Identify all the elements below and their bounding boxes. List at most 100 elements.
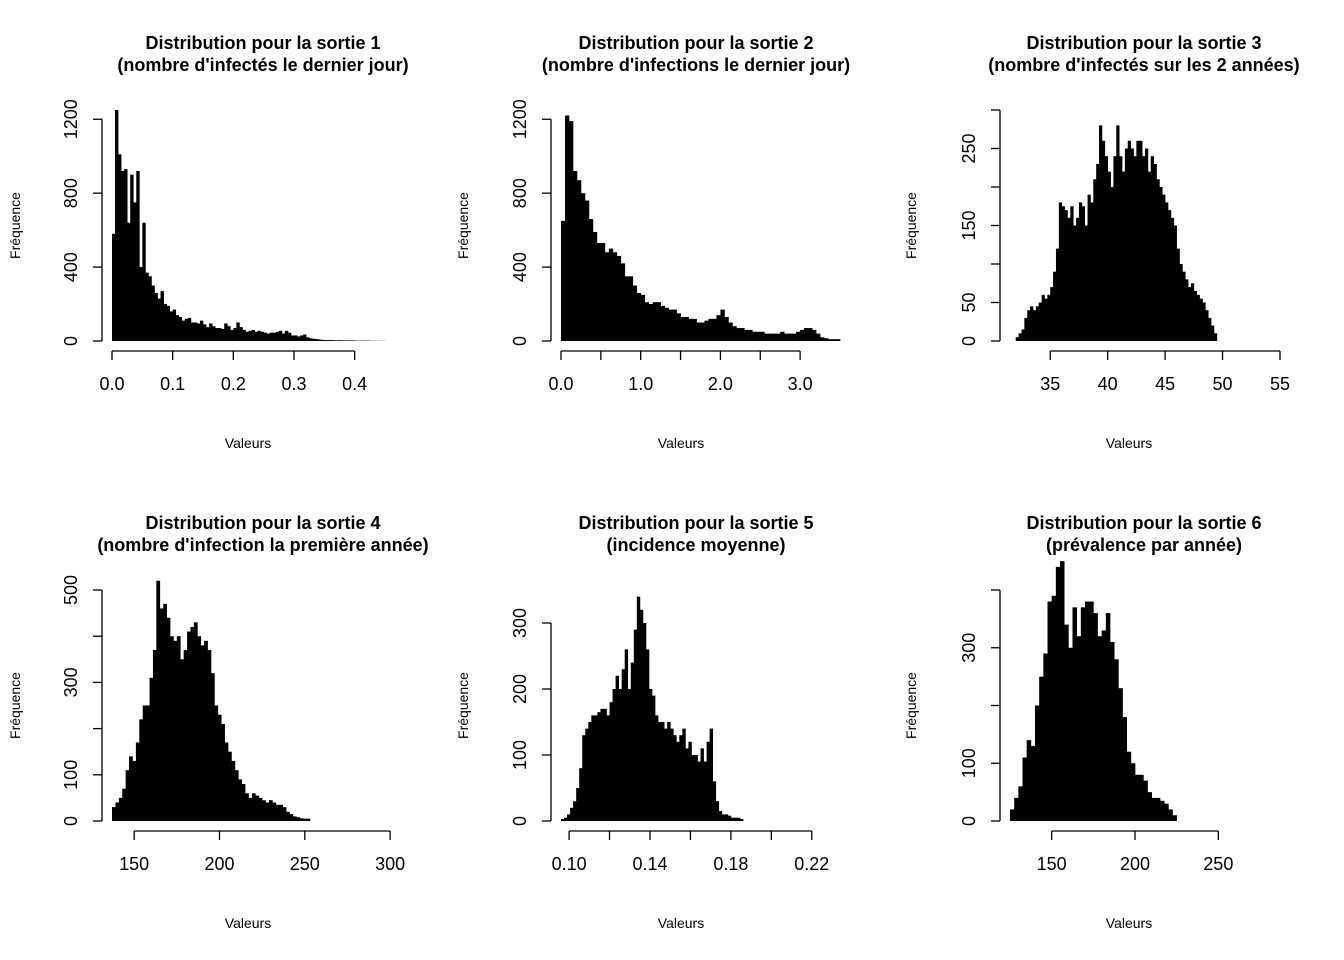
histogram-bar [1196,294,1200,341]
histogram-bars [1010,561,1178,822]
histogram-bar [621,669,626,821]
histogram-bar [612,689,616,821]
histogram-bar [1014,797,1019,821]
histogram-bar [724,814,729,821]
histogram-bar [228,751,232,821]
histogram-bar [286,811,290,821]
histogram-bar [816,333,821,341]
histogram-bar [1110,187,1114,341]
histogram-bar [1022,757,1028,821]
histogram-bar [200,645,205,821]
chart-panel-4: Distribution pour la sortie 4(nombre d'i… [7,513,429,931]
histogram-bar [1096,163,1100,341]
histogram-bar [568,121,574,341]
histogram-bar [209,323,213,341]
histogram-bar [661,722,665,821]
histogram-bar [207,650,212,821]
histogram-bar [210,673,215,821]
histogram-bar [336,340,340,341]
histogram-bar [1104,156,1109,341]
histogram-bar [297,336,301,341]
histogram-bar [1058,202,1063,341]
histogram-bar [756,331,761,341]
x-tick-label: 0.4 [342,374,367,394]
histogram-bar [1188,287,1192,341]
histogram-bar [592,231,598,341]
chart-subtitle: (nombre d'infections le dernier jour) [542,55,850,75]
histogram-bar [1142,156,1146,341]
histogram-bar [1107,171,1111,341]
histogram-bar [1085,601,1090,821]
histogram-bar [1070,206,1074,341]
histogram-bar [1176,248,1180,341]
histogram-bar [236,322,240,341]
histogram-bar [1061,206,1065,341]
x-tick-label: 0.14 [632,854,667,874]
histogram-bar [644,302,650,341]
histogram-bar [130,174,134,341]
histogram-bar [1130,763,1136,821]
histogram-bar [792,333,797,341]
histogram-bar [339,340,343,341]
histogram-bar [796,331,801,341]
histogram-bar [832,339,837,341]
chart-title: Distribution pour la sortie 1 [145,33,380,53]
histogram-bar [1093,179,1097,341]
x-tick-label: 0.18 [713,854,748,874]
histogram-bar [1078,202,1083,341]
chart-title: Distribution pour la sortie 3 [1026,33,1261,53]
histogram-bar [1035,306,1040,341]
histogram-bar [187,317,192,341]
histogram-bar [1168,809,1173,821]
histogram-bar [1051,595,1057,821]
histogram-bar [636,596,641,821]
histogram-bar [608,248,614,341]
x-tick-label: 40 [1098,374,1118,394]
x-tick-label: 3.0 [788,374,813,394]
histogram-bar [561,819,565,821]
histogram-bar [1190,283,1195,341]
histogram-bar [668,309,673,341]
histogram-bar [1038,302,1042,341]
chart-subtitle: (incidence moyenne) [606,535,785,555]
histogram-bar [1081,206,1086,341]
chart-title: Distribution pour la sortie 4 [145,513,380,533]
x-axis-label: Valeurs [1106,435,1152,451]
histogram-bar [166,617,171,821]
histogram-bar [1087,194,1091,341]
histogram-bar [636,292,642,341]
histogram-bar [564,817,568,821]
histogram-bar [1068,647,1073,821]
histogram-bar [655,715,659,821]
histogram-bar [193,322,198,341]
histogram-bar [740,328,745,341]
histogram-bar [327,340,331,341]
histogram-bar [585,728,589,821]
histogram-bar [1122,717,1128,821]
chart-panel-5: Distribution pour la sortie 5(incidence … [455,513,829,931]
histogram-bar [732,326,737,341]
histogram-bar [567,814,571,821]
histogram-bar [238,779,243,821]
histogram-bar [148,276,152,341]
histogram-bar [154,292,158,341]
histogram-bar [1139,774,1144,821]
histogram-bar [163,603,167,821]
histogram-bar [591,715,595,821]
histogram-bar [176,636,181,821]
histogram-bar [251,329,255,341]
histogram-bar [132,760,137,821]
histogram-bar [1047,601,1053,821]
histogram-bar [648,304,654,341]
histogram-bar [1032,310,1037,341]
histogram-bar [736,817,741,821]
histogram-bar [146,705,150,821]
histogram-bar [639,609,644,821]
histogram-bar [306,818,311,821]
histogram-bar [600,708,604,821]
histogram-bar [303,334,307,341]
chart-subtitle: (nombre d'infection la première année) [97,535,428,555]
histogram-bar [603,708,607,821]
y-axis-label: Fréquence [7,192,23,259]
histogram-bar [1143,780,1148,821]
